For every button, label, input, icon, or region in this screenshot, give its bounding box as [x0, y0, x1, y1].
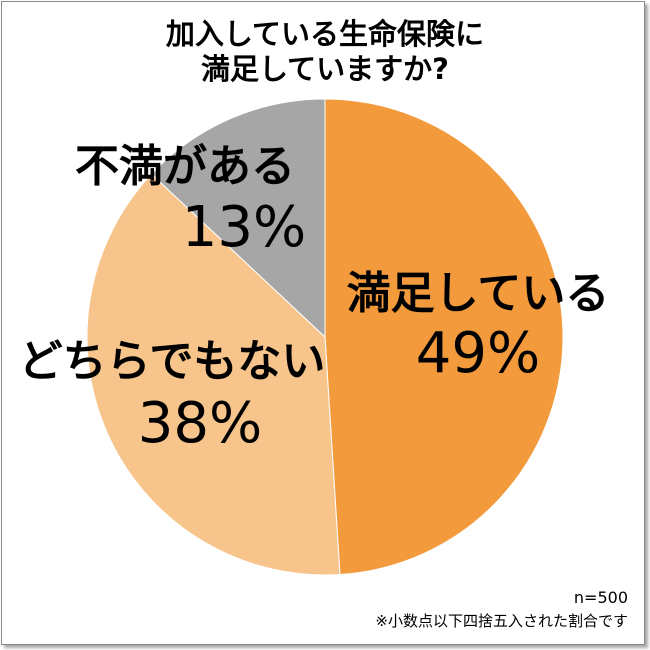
chart-title-line1: 加入している生命保険に [165, 17, 485, 51]
pie-slice-neutral [86, 173, 341, 576]
slice-value-neutral: 38% [138, 391, 262, 456]
slice-label-neutral: どちらでもない [19, 336, 326, 387]
slice-value-satisfied: 49% [416, 321, 540, 386]
sample-size: n=500 [573, 588, 628, 607]
chart-title-line2: 満足していますか? [201, 52, 449, 86]
slice-value-dissatisfied: 13% [182, 195, 306, 260]
pie-slice-dissatisfied [150, 98, 326, 339]
slice-label-dissatisfied: 不満がある [75, 141, 295, 192]
pie-slice-satisfied [324, 98, 564, 576]
pie-slices [86, 98, 564, 576]
slice-label-satisfied: 満足している [347, 268, 610, 319]
rounding-note: ※小数点以下四捨五入された割合です [375, 612, 628, 630]
